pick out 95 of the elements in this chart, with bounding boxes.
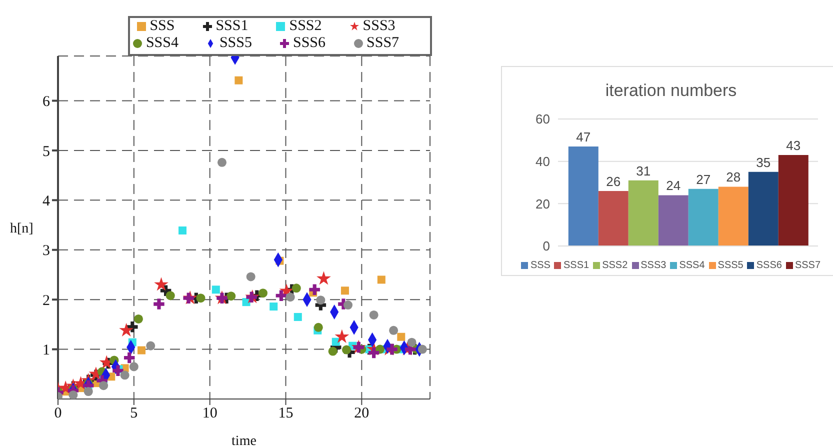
bar — [568, 146, 598, 246]
point — [166, 291, 175, 300]
legend-label: SSS6 — [755, 260, 782, 271]
y-axis-title: h[n] — [10, 221, 34, 236]
point — [129, 362, 138, 372]
legend-label: SSS3 — [362, 18, 396, 34]
point — [246, 272, 256, 282]
legend-label: SSS1 — [216, 18, 248, 34]
x-tick-label: 15 — [278, 406, 294, 422]
point — [294, 312, 302, 321]
data-label: 28 — [726, 170, 741, 185]
legend-label: SSS2 — [601, 260, 628, 271]
point — [316, 296, 326, 305]
legend-label: SSS4 — [146, 35, 178, 51]
bar — [748, 172, 778, 246]
point — [84, 387, 93, 396]
x-tick-label: 10 — [202, 406, 218, 422]
point — [309, 284, 320, 296]
legend-label: SSS1 — [562, 260, 590, 271]
bar — [688, 188, 718, 246]
data-label: 31 — [636, 163, 651, 178]
point — [377, 276, 386, 284]
point — [258, 288, 268, 298]
legend-label: SSS6 — [293, 35, 326, 51]
legend-label: SSS5 — [716, 260, 744, 271]
point — [112, 365, 124, 376]
point — [154, 298, 164, 310]
point — [246, 292, 257, 302]
point — [234, 76, 243, 84]
point — [369, 310, 378, 320]
point — [120, 370, 130, 380]
point — [124, 352, 135, 364]
legend-label: SSS2 — [289, 18, 322, 34]
y-tick-label: 60 — [536, 112, 550, 127]
point — [286, 292, 295, 302]
legend-label: SSS3 — [640, 260, 666, 271]
point — [212, 286, 220, 294]
legend-label: SSS5 — [219, 35, 252, 51]
bar — [778, 154, 808, 246]
data-label: 43 — [786, 138, 801, 153]
data-label: 26 — [606, 174, 621, 189]
legend-label: SSS — [150, 18, 175, 34]
y-tick-label: 0 — [542, 238, 550, 254]
chart-title: iteration numbers — [604, 81, 738, 101]
y-tick-label: 2 — [42, 292, 50, 309]
point — [68, 390, 78, 399]
legend-label: SSS7 — [794, 260, 821, 271]
point — [314, 322, 323, 332]
y-tick-label: 1 — [42, 342, 50, 359]
point — [196, 294, 206, 303]
y-tick-label: 5 — [42, 144, 50, 160]
x-tick-label: 5 — [130, 406, 138, 422]
y-tick-label: 6 — [42, 94, 50, 110]
point — [178, 226, 187, 234]
point — [328, 346, 338, 356]
data-label: 35 — [756, 154, 771, 170]
data-label: 47 — [576, 130, 591, 145]
bar — [598, 190, 628, 246]
point — [389, 326, 398, 335]
legend-label: SSS — [529, 260, 550, 271]
point — [270, 302, 278, 311]
point — [146, 341, 156, 350]
point — [316, 271, 331, 285]
point — [99, 381, 108, 390]
y-tick-label: 40 — [536, 154, 550, 169]
point — [407, 338, 416, 347]
y-tick-label: 20 — [536, 196, 550, 212]
x-tick-label: 20 — [354, 406, 370, 422]
point — [340, 286, 349, 295]
bar — [628, 180, 658, 246]
bar — [718, 186, 748, 246]
point — [119, 322, 134, 337]
x-tick-label: 0 — [54, 406, 62, 422]
y-tick-label: 4 — [42, 193, 50, 210]
point — [292, 284, 301, 293]
x-axis-title: time — [232, 434, 256, 447]
point — [183, 292, 194, 304]
point — [418, 344, 427, 354]
point — [134, 314, 143, 324]
data-label: 27 — [696, 172, 711, 187]
point — [368, 347, 380, 358]
point — [138, 346, 146, 354]
point — [343, 300, 353, 310]
legend-label: SSS7 — [366, 35, 400, 51]
bar — [658, 195, 688, 246]
legend-label: SSS4 — [678, 260, 705, 271]
point — [154, 277, 168, 291]
point — [342, 345, 352, 354]
point — [276, 290, 287, 301]
point — [226, 292, 236, 301]
data-label: 24 — [666, 178, 681, 194]
point — [334, 329, 350, 343]
y-tick-label: 3 — [42, 243, 50, 260]
point — [217, 158, 226, 167]
point — [397, 332, 406, 341]
